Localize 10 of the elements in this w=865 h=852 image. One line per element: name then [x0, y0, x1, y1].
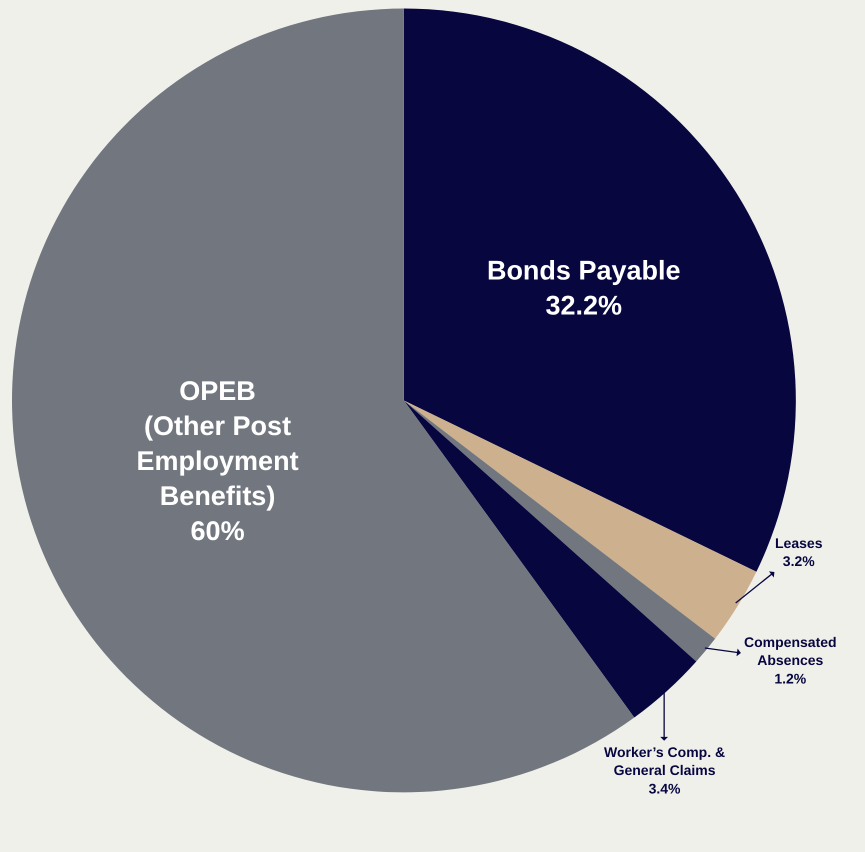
data-label: 3.2% [782, 553, 816, 570]
slice-label: Bonds Payable [486, 255, 681, 286]
slice-label: OPEB (Other Post Employment Benefits) [136, 376, 299, 512]
slice-label: Worker’s Comp. & General Claims [604, 744, 726, 778]
data-label: 60% [190, 516, 245, 546]
slice-label: Leases [775, 535, 823, 551]
data-label: 32.2% [545, 290, 622, 320]
data-label: 3.4% [648, 780, 682, 796]
data-label: 1.2% [774, 670, 807, 686]
slice-label: Compensated Absences [744, 634, 837, 668]
